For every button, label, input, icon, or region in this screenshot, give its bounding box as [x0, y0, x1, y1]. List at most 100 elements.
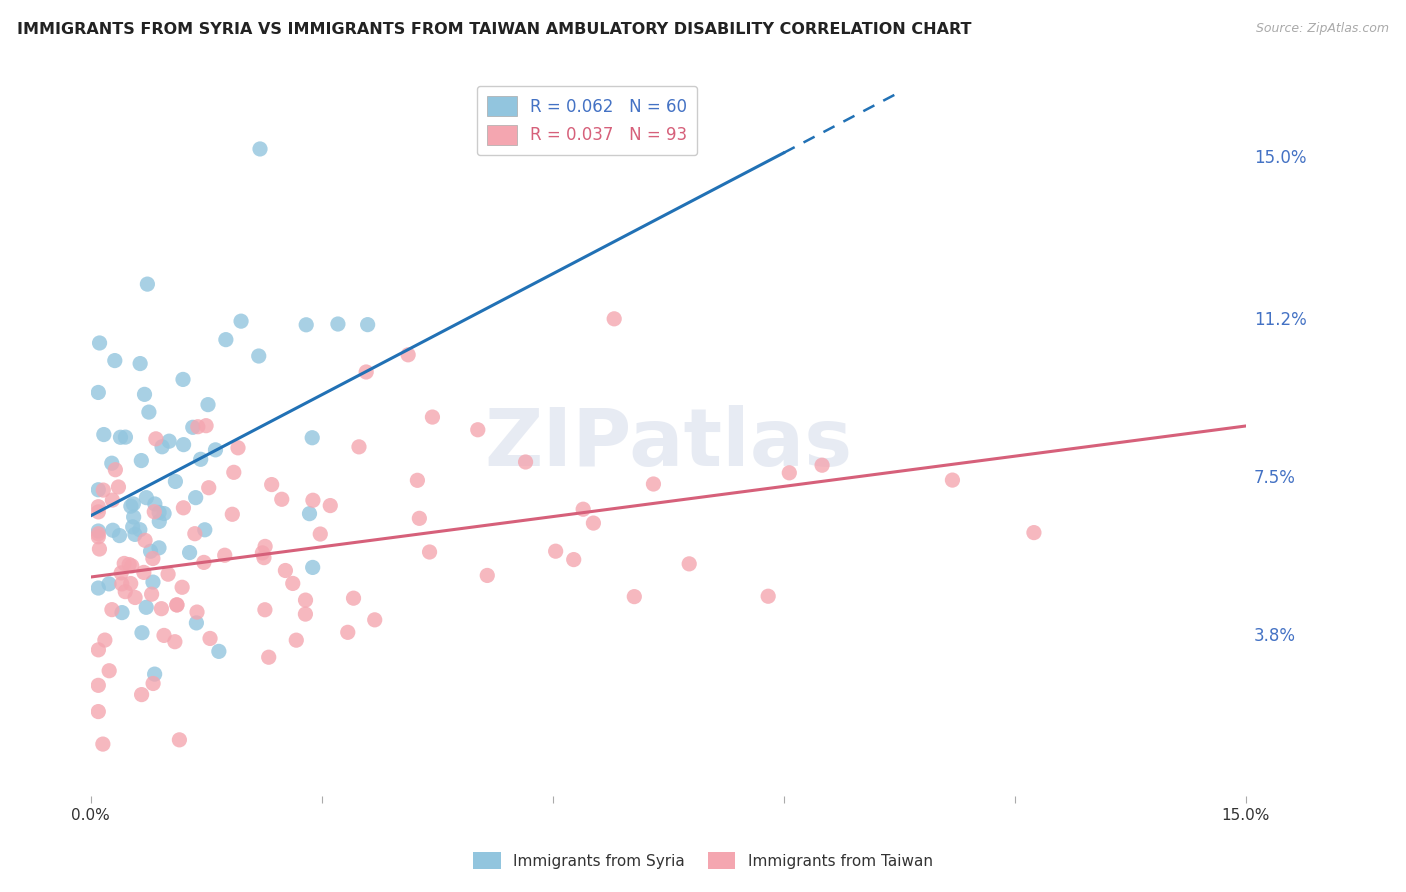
Point [112, 557, 135, 571]
Point [136, 277, 159, 292]
Point [253, 603, 276, 617]
Point [562, 552, 585, 566]
Point [778, 466, 800, 480]
Point [153, 628, 176, 642]
Point [295, 318, 318, 332]
Point [142, 575, 165, 590]
Point [98, 577, 121, 591]
Point [172, 580, 194, 594]
Point [94, 633, 117, 648]
Point [122, 510, 145, 524]
Point [294, 607, 316, 621]
Point [132, 566, 155, 580]
Point [336, 625, 359, 640]
Point [148, 515, 170, 529]
Point [173, 437, 195, 451]
Point [319, 499, 342, 513]
Point [143, 667, 166, 681]
Point [179, 545, 201, 559]
Point [87, 505, 110, 519]
Point [139, 544, 162, 558]
Point [169, 732, 191, 747]
Point [222, 466, 245, 480]
Text: Source: ZipAtlas.com: Source: ZipAtlas.com [1256, 22, 1389, 36]
Point [135, 491, 157, 505]
Point [148, 541, 170, 555]
Point [87, 524, 110, 538]
Point [197, 481, 219, 495]
Point [226, 441, 249, 455]
Point [172, 372, 194, 386]
Point [134, 533, 156, 548]
Point [150, 440, 173, 454]
Point [294, 593, 316, 607]
Point [87, 530, 110, 544]
Point [298, 507, 321, 521]
Point [544, 544, 567, 558]
Point [121, 558, 143, 573]
Point [302, 493, 325, 508]
Point [515, 455, 537, 469]
Point [467, 423, 489, 437]
Point [87, 500, 110, 514]
Point [643, 477, 665, 491]
Point [121, 520, 143, 534]
Point [145, 432, 167, 446]
Point [285, 633, 308, 648]
Point [108, 528, 131, 542]
Point [204, 442, 226, 457]
Point [131, 453, 153, 467]
Point [194, 523, 217, 537]
Point [101, 456, 124, 470]
Point [811, 458, 834, 473]
Point [87, 385, 110, 400]
Point [142, 676, 165, 690]
Point [249, 142, 271, 156]
Point [111, 577, 134, 591]
Point [422, 410, 444, 425]
Point [257, 650, 280, 665]
Point [104, 463, 127, 477]
Point [89, 336, 111, 351]
Point [131, 688, 153, 702]
Point [142, 551, 165, 566]
Point [274, 564, 297, 578]
Point [124, 591, 146, 605]
Point [107, 480, 129, 494]
Point [198, 632, 221, 646]
Point [253, 550, 276, 565]
Point [87, 526, 110, 541]
Point [120, 576, 142, 591]
Point [623, 590, 645, 604]
Point [1022, 525, 1045, 540]
Point [87, 483, 110, 497]
Point [118, 558, 141, 572]
Point [143, 497, 166, 511]
Point [87, 705, 110, 719]
Point [110, 430, 132, 444]
Text: IMMIGRANTS FROM SYRIA VS IMMIGRANTS FROM TAIWAN AMBULATORY DISABILITY CORRELATIO: IMMIGRANTS FROM SYRIA VS IMMIGRANTS FROM… [17, 22, 972, 37]
Point [190, 452, 212, 467]
Point [87, 581, 110, 595]
Point [165, 475, 187, 489]
Point [572, 502, 595, 516]
Point [254, 540, 277, 554]
Point [138, 405, 160, 419]
Point [157, 434, 180, 449]
Point [166, 598, 188, 612]
Legend: R = 0.062   N = 60, R = 0.037   N = 93: R = 0.062 N = 60, R = 0.037 N = 93 [477, 86, 697, 155]
Point [408, 511, 430, 525]
Legend: Immigrants from Syria, Immigrants from Taiwan: Immigrants from Syria, Immigrants from T… [467, 846, 939, 875]
Point [301, 560, 323, 574]
Point [281, 576, 304, 591]
Point [229, 314, 252, 328]
Point [135, 600, 157, 615]
Point [326, 317, 349, 331]
Point [148, 506, 170, 520]
Point [342, 591, 364, 606]
Point [396, 348, 419, 362]
Point [166, 598, 188, 612]
Point [129, 357, 152, 371]
Point [184, 491, 207, 505]
Point [122, 497, 145, 511]
